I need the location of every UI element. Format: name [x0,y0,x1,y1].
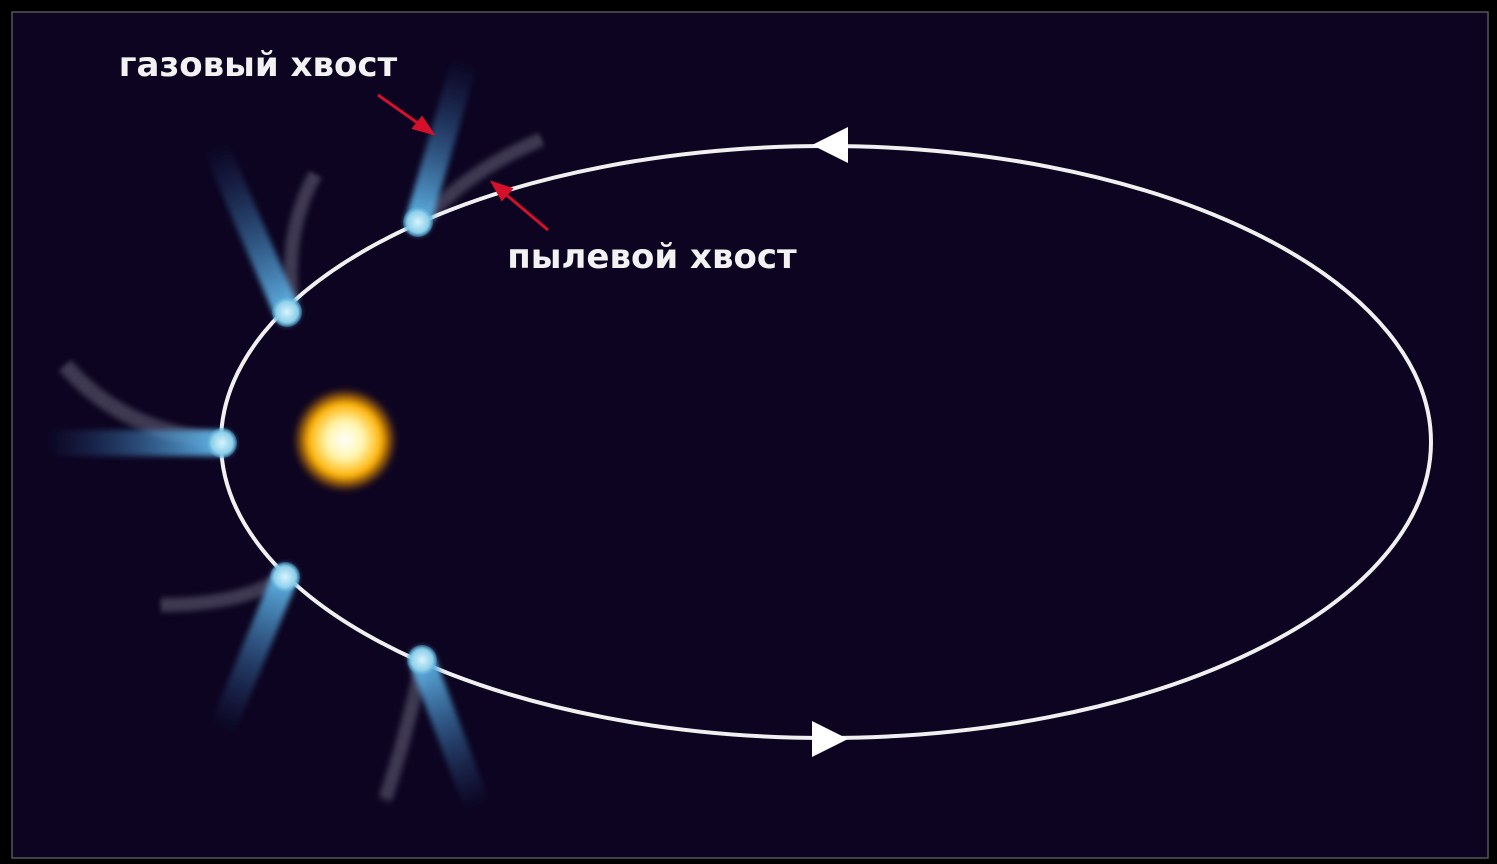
comet-head [407,645,437,675]
comet-head [272,297,302,327]
comet-diagram: газовый хвост пылевой хвост [0,0,1497,864]
comet-head [270,562,300,592]
dust-tail-label: пылевой хвост [507,237,797,277]
sun [293,388,397,492]
gas-tail-label: газовый хвост [119,45,398,85]
page: газовый хвост пылевой хвост (() => { con… [0,0,1497,864]
comet-head [403,207,433,237]
comet-head [207,428,237,458]
